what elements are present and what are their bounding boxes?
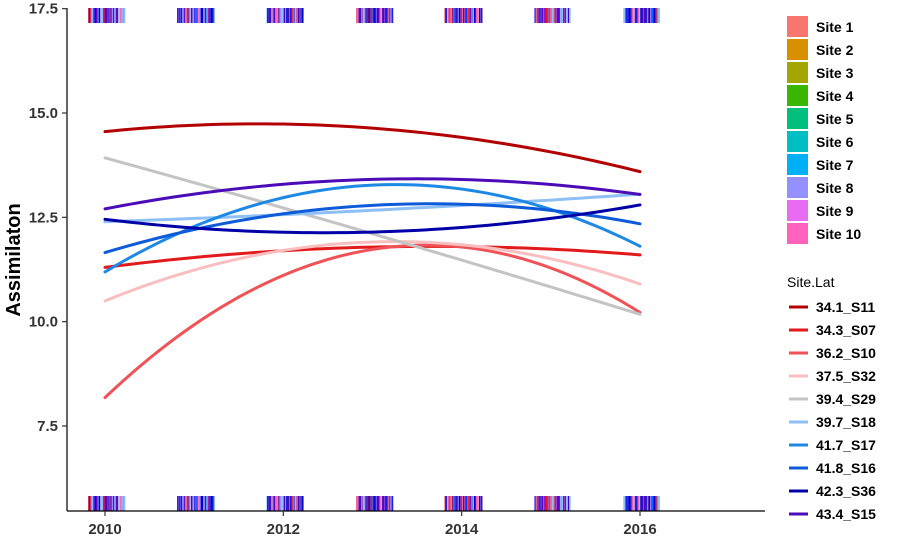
series-line-42.3_S36 xyxy=(103,203,642,235)
legend-swatch-1 xyxy=(787,16,808,37)
legend-label-site: Site 6 xyxy=(816,134,854,150)
x-tick-label: 2010 xyxy=(88,521,121,538)
legend-swatch-3 xyxy=(787,62,808,83)
legend-swatch-9 xyxy=(787,200,808,221)
legend-label-sitelat: 36.2_S10 xyxy=(816,345,876,361)
legend-swatch-6 xyxy=(787,131,808,152)
legend-label-site: Site 8 xyxy=(816,180,854,196)
y-tick-label: 10.0 xyxy=(29,314,58,331)
legend-swatch-5 xyxy=(787,108,808,129)
x-tick-label: 2012 xyxy=(267,521,300,538)
x-ticks: 2010 2012 2014 2016 xyxy=(88,511,657,538)
legend-label-site: Site 5 xyxy=(816,111,854,127)
legend-label-sitelat: 42.3_S36 xyxy=(816,483,876,499)
legend-label-sitelat: 43.4_S15 xyxy=(816,506,876,522)
series-line-39.7_S18 xyxy=(103,192,642,224)
legend-sites: Site 1 Site 2 Site 3 Site 4 Site 5 Site 6 Site… xyxy=(787,16,861,244)
legend-swatch-4 xyxy=(787,85,808,106)
series-layer xyxy=(103,122,642,400)
legend-label-sitelat: 39.7_S18 xyxy=(816,414,876,430)
legend-lines-title: Site.Lat xyxy=(787,274,835,290)
legend-lines: 34.1_S11 34.3_S07 36.2_S10 37.5_S32 39.4_S29… xyxy=(789,299,876,522)
legend-label-site: Site 1 xyxy=(816,19,854,35)
y-tick-label: 15.0 xyxy=(29,105,58,122)
rug-layer xyxy=(88,8,660,511)
x-tick-label: 2014 xyxy=(445,521,479,538)
legend-label-site: Site 7 xyxy=(816,157,854,173)
legend-label-site: Site 2 xyxy=(816,42,854,58)
legend-label-sitelat: 34.1_S11 xyxy=(816,299,875,315)
legend-label-site: Site 4 xyxy=(816,88,854,104)
legend-label-sitelat: 41.8_S16 xyxy=(816,460,876,476)
series-line-34.1_S11 xyxy=(103,122,642,174)
legend-label-sitelat: 37.5_S32 xyxy=(816,368,876,384)
legend-label-sitelat: 39.4_S29 xyxy=(816,391,876,407)
y-axis-title: Assimilaton xyxy=(3,203,25,316)
legend-swatch-10 xyxy=(787,223,808,244)
series-line-39.4_S29 xyxy=(103,156,642,316)
series-line-36.2_S10 xyxy=(103,243,642,400)
y-tick-label: 17.5 xyxy=(29,1,58,18)
legend-label-sitelat: 41.7_S17 xyxy=(816,437,876,453)
legend-swatch-8 xyxy=(787,177,808,198)
series-line-37.5_S32 xyxy=(103,240,642,303)
series-line-34.3_S07 xyxy=(103,244,642,269)
legend-label-site: Site 9 xyxy=(816,203,854,219)
legend-label-sitelat: 34.3_S07 xyxy=(816,322,876,338)
legend-label-site: Site 3 xyxy=(816,65,854,81)
y-ticks: 7.5 10.0 12.5 15.0 17.5 xyxy=(29,1,67,435)
legend-swatch-7 xyxy=(787,154,808,175)
y-tick-label: 12.5 xyxy=(29,209,58,226)
y-tick-label: 7.5 xyxy=(37,418,58,435)
series-line-41.8_S16 xyxy=(103,202,642,255)
legend-label-site: Site 10 xyxy=(816,226,861,242)
x-tick-label: 2016 xyxy=(623,521,656,538)
series-line-43.4_S15 xyxy=(103,177,642,211)
legend-swatch-2 xyxy=(787,39,808,60)
